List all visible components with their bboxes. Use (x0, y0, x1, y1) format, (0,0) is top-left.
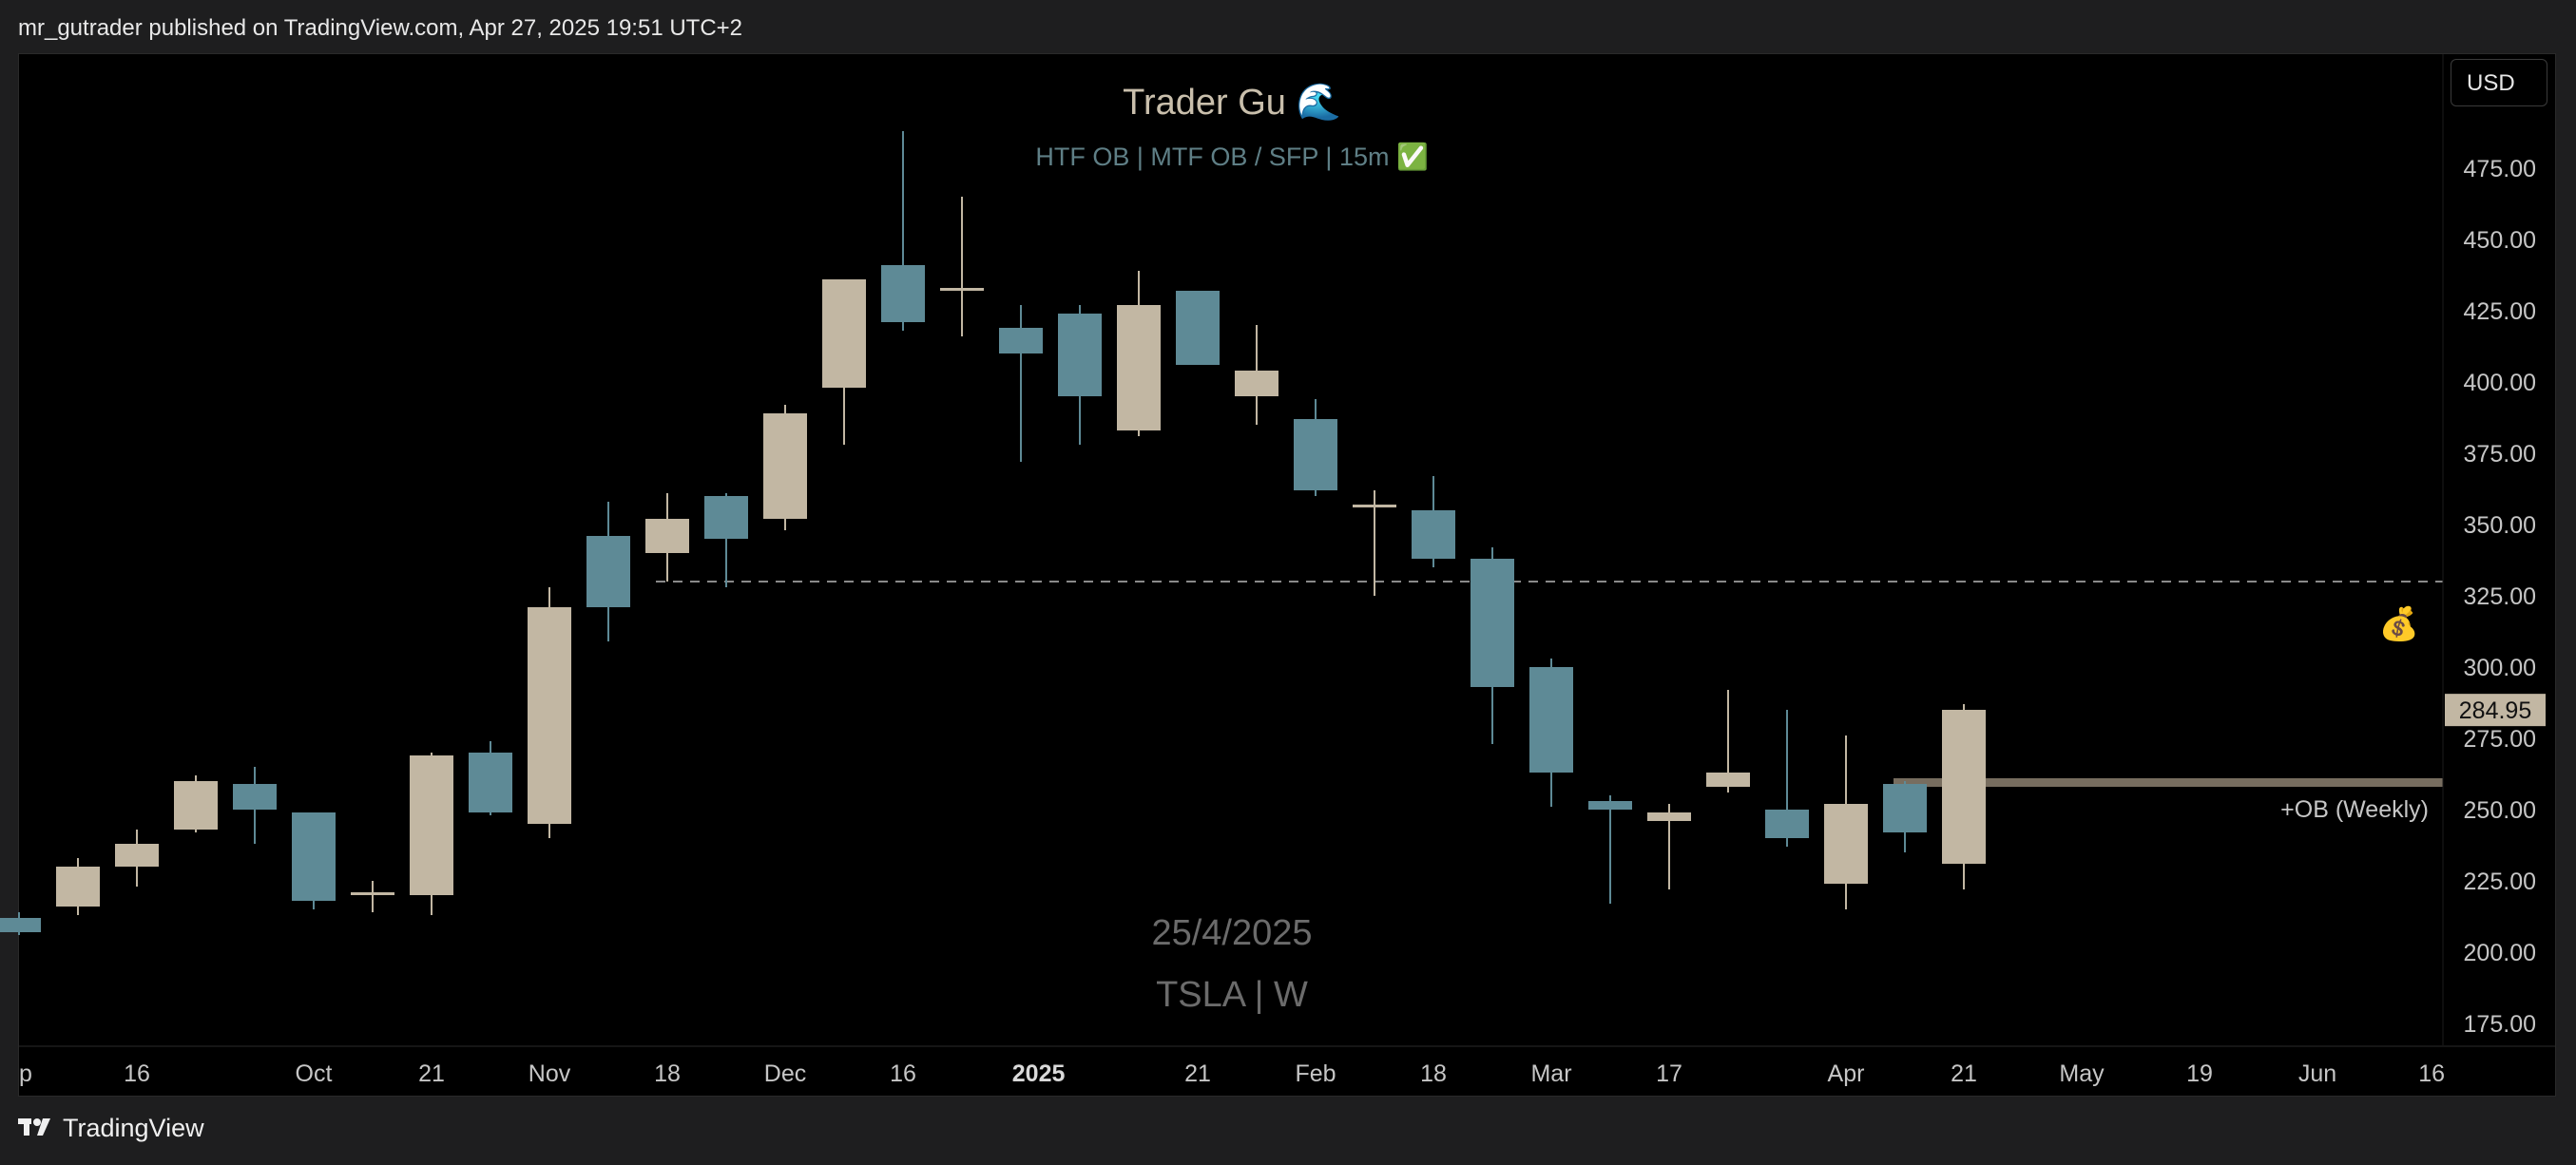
price-tick-label: 225.00 (2464, 869, 2536, 895)
price-tick-label: 400.00 (2464, 370, 2536, 396)
symbol-watermark: TSLA | W (1156, 975, 1308, 1015)
time-tick-label: May (2059, 1060, 2105, 1087)
candle-body[interactable] (233, 784, 277, 810)
candle-body[interactable] (1176, 291, 1220, 365)
candle-body[interactable] (1588, 801, 1632, 810)
time-tick-label: Dec (764, 1060, 806, 1087)
ob-zone[interactable] (1894, 778, 2443, 787)
candle-body[interactable] (1824, 804, 1868, 884)
time-tick-label: Oct (296, 1060, 333, 1087)
candle-body[interactable] (174, 781, 218, 830)
candle-body[interactable] (763, 413, 807, 519)
candle-body[interactable] (410, 755, 453, 895)
candle-body[interactable] (1706, 773, 1750, 787)
time-tick-label: 16 (890, 1060, 916, 1087)
candle-body[interactable] (528, 607, 571, 824)
price-tick-label: 200.00 (2464, 940, 2536, 966)
time-tick-label: 18 (1420, 1060, 1447, 1087)
chart-frame[interactable] (18, 53, 2556, 1097)
candle-body[interactable] (1471, 559, 1514, 687)
time-tick-label: Feb (1295, 1060, 1336, 1087)
candle-body[interactable] (115, 844, 159, 867)
last-price-badge[interactable] (2445, 694, 2546, 727)
publish-line: mr_gutrader published on TradingView.com… (18, 15, 743, 41)
candle-body[interactable] (56, 867, 100, 907)
ob-zone-label: +OB (Weekly) (2280, 796, 2429, 823)
time-tick-label: Jun (2298, 1060, 2336, 1087)
candle-body[interactable] (1883, 784, 1927, 832)
price-tick-label: 300.00 (2464, 655, 2536, 681)
candle-body[interactable] (0, 918, 41, 932)
candle-body[interactable] (1765, 810, 1809, 838)
date-watermark: 25/4/2025 (1151, 913, 1312, 953)
price-tick-label: 250.00 (2464, 797, 2536, 824)
time-tick-label: 18 (654, 1060, 681, 1087)
price-tick-label: 175.00 (2464, 1011, 2536, 1038)
candle-body[interactable] (1529, 667, 1573, 773)
candle-body[interactable] (1235, 371, 1278, 396)
candle-body[interactable] (351, 892, 394, 895)
time-tick-label: 21 (1184, 1060, 1211, 1087)
time-tick-label: 16 (124, 1060, 150, 1087)
candle-body[interactable] (1117, 305, 1161, 430)
time-tick-label: 17 (1656, 1060, 1682, 1087)
footer-brand[interactable]: TradingView (63, 1114, 204, 1142)
candle-body[interactable] (1058, 314, 1102, 396)
chart-title: Trader Gu 🌊 (1123, 81, 1341, 123)
time-tick-label: 19 (2186, 1060, 2213, 1087)
price-tick-label: 425.00 (2464, 298, 2536, 325)
time-tick-label: p (19, 1060, 32, 1087)
price-tick-label: 325.00 (2464, 583, 2536, 610)
time-tick-label: 16 (2418, 1060, 2445, 1087)
publish-header: mr_gutrader published on TradingView.com… (0, 0, 2576, 53)
currency-button[interactable]: USD (2451, 59, 2547, 106)
footer: TradingView (0, 1097, 2576, 1165)
candle-body[interactable] (586, 536, 630, 607)
candle-body[interactable] (645, 519, 689, 553)
candle-body[interactable] (999, 328, 1043, 353)
last-price-label: 284.95 (2459, 697, 2531, 724)
candle-body[interactable] (704, 496, 748, 539)
tradingview-logo-icon[interactable] (18, 1116, 56, 1143)
time-tick-label: 21 (1951, 1060, 1977, 1087)
time-tick-label: Mar (1530, 1060, 1571, 1087)
price-tick-label: 375.00 (2464, 441, 2536, 468)
time-tick-label: 2025 (1012, 1060, 1066, 1087)
candle-body[interactable] (881, 265, 925, 322)
candle-body[interactable] (1647, 812, 1691, 821)
price-tick-label: 350.00 (2464, 512, 2536, 539)
candle-body[interactable] (1353, 505, 1396, 507)
candle-body[interactable] (822, 279, 866, 388)
price-tick-label: 450.00 (2464, 227, 2536, 254)
time-tick-label: Apr (1828, 1060, 1865, 1087)
candle-body[interactable] (940, 288, 984, 291)
time-tick-label: Nov (529, 1060, 571, 1087)
time-tick-label: 21 (418, 1060, 445, 1087)
candle-body[interactable] (1294, 419, 1337, 490)
candle-body[interactable] (1942, 710, 1986, 864)
price-tick-label: 475.00 (2464, 156, 2536, 182)
chart-subtitle: HTF OB | MTF OB / SFP | 15m ✅ (1035, 142, 1428, 171)
candle-body[interactable] (292, 812, 336, 901)
candle-body[interactable] (469, 753, 512, 812)
candle-body[interactable] (1412, 510, 1455, 559)
price-tick-label: 275.00 (2464, 726, 2536, 753)
money-bag-icon: 💰 (2379, 605, 2419, 643)
